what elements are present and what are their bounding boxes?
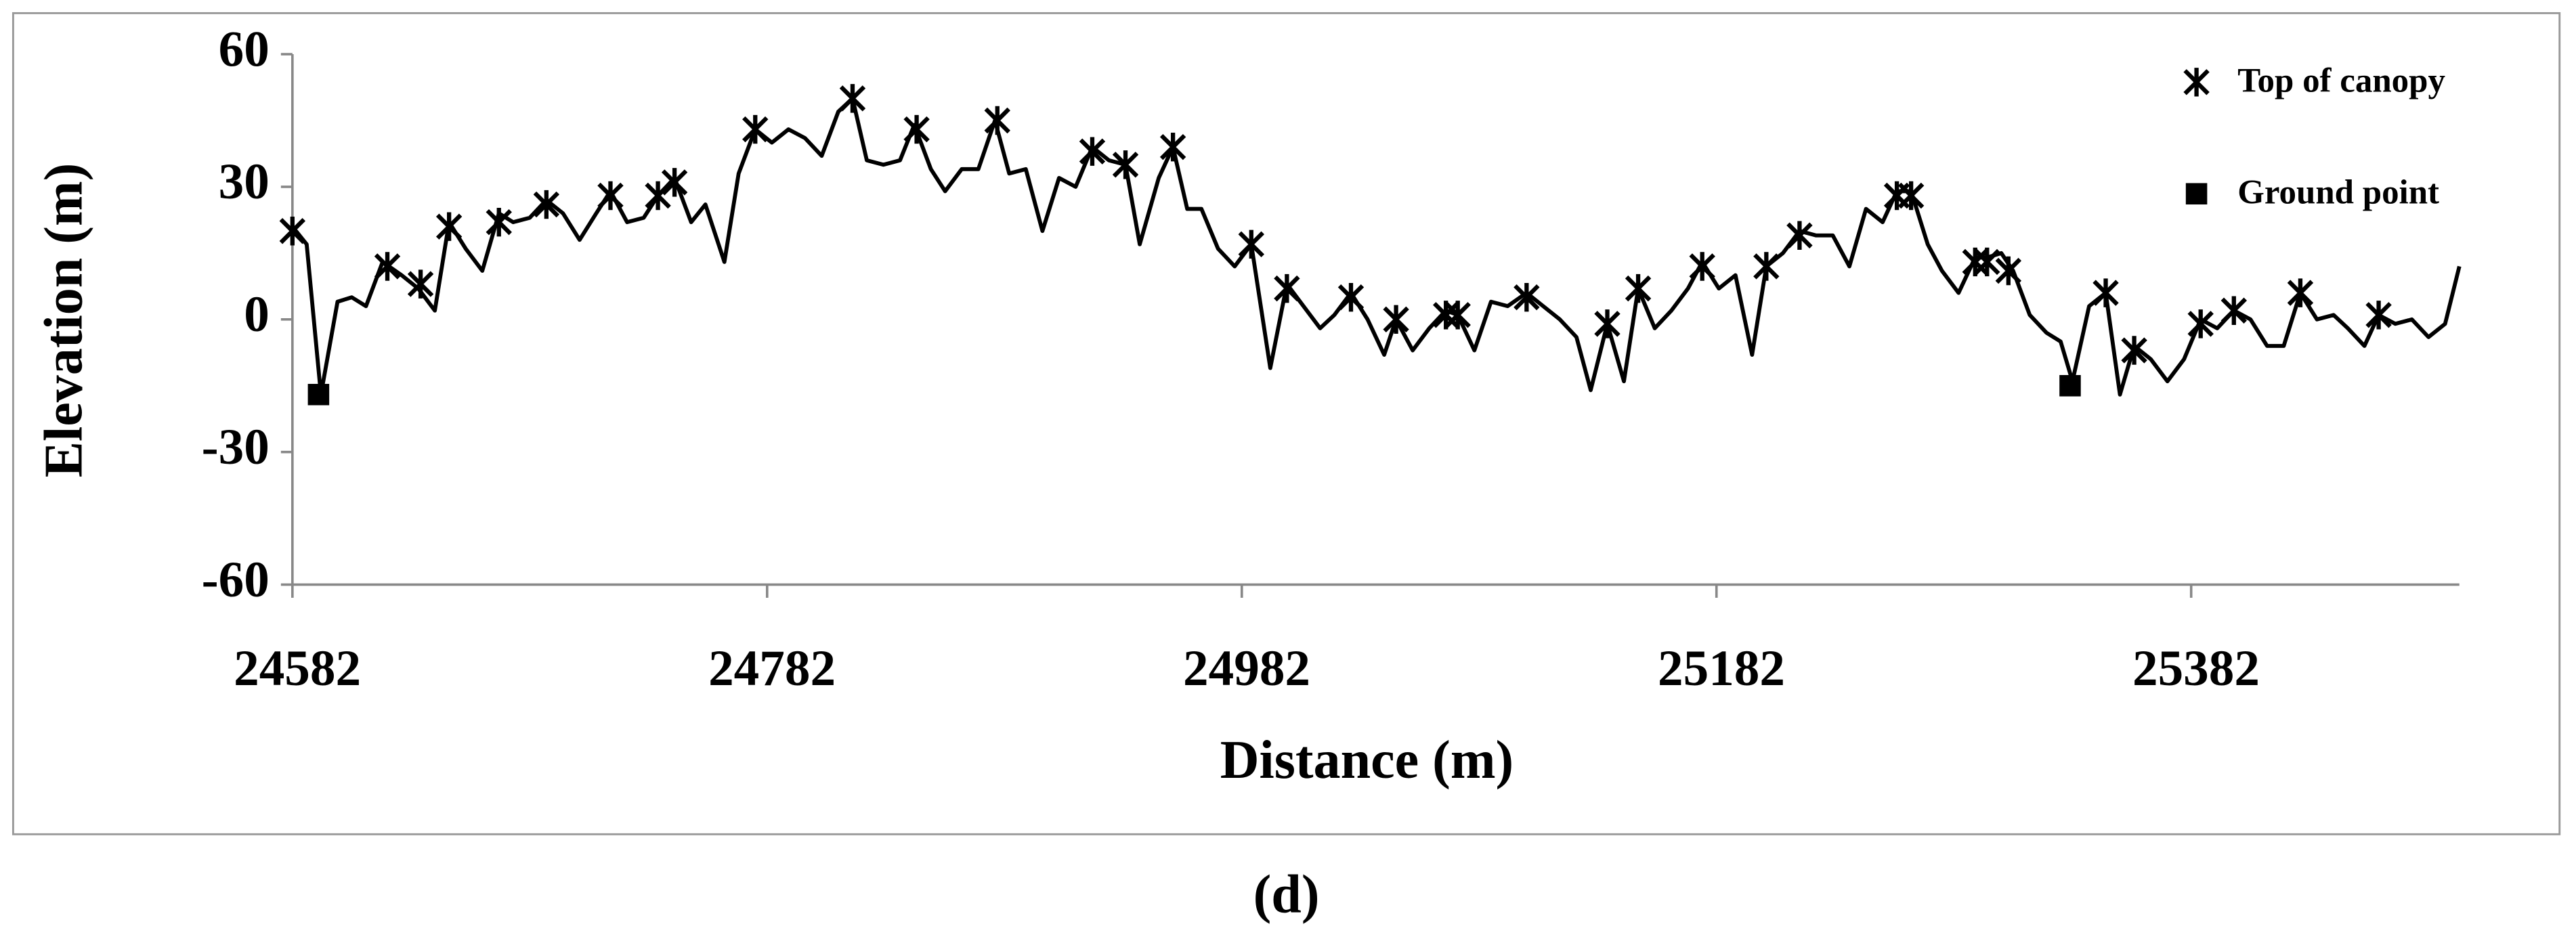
canopy-marker xyxy=(1079,137,1106,166)
canopy-marker xyxy=(1274,273,1300,303)
canopy-marker xyxy=(1897,181,1925,211)
canopy-marker xyxy=(1689,252,1715,281)
x-tick-label: 24582 xyxy=(234,640,361,697)
canopy-marker xyxy=(1444,301,1471,330)
y-tick-label: 30 xyxy=(219,154,270,210)
legend-label: Ground point xyxy=(2237,173,2439,211)
canopy-marker xyxy=(661,168,688,197)
y-tick-label: 60 xyxy=(219,21,270,77)
canopy-marker xyxy=(407,269,434,299)
caption: (d) xyxy=(1253,865,1320,925)
canopy-marker xyxy=(2183,68,2210,97)
y-tick-label: -60 xyxy=(202,552,270,608)
canopy-marker xyxy=(1514,282,1540,312)
canopy-marker xyxy=(1112,150,1139,179)
canopy-marker xyxy=(533,190,560,219)
canopy-marker xyxy=(839,84,866,113)
canopy-marker xyxy=(2220,296,2247,325)
canopy-marker xyxy=(1159,132,1186,162)
canopy-marker xyxy=(2287,278,2314,307)
canopy-marker xyxy=(742,114,769,144)
canopy-marker xyxy=(2365,301,2392,330)
canopy-marker xyxy=(1625,273,1652,303)
canopy-marker xyxy=(1238,229,1265,259)
canopy-marker xyxy=(374,252,401,281)
ground-marker xyxy=(307,384,330,406)
canopy-marker xyxy=(1786,221,1813,250)
canopy-marker xyxy=(645,181,671,211)
ground-marker xyxy=(2059,374,2081,397)
canopy-marker xyxy=(1974,247,2000,277)
canopy-marker xyxy=(435,212,463,241)
canopy-marker xyxy=(2092,278,2119,307)
canopy-marker xyxy=(1995,256,2022,286)
canopy-marker xyxy=(1383,305,1409,334)
canopy-marker xyxy=(597,181,624,211)
y-tick-label: 0 xyxy=(244,286,270,343)
canopy-marker xyxy=(903,114,930,144)
canopy-marker xyxy=(486,207,512,237)
y-axis-title: Elevation (m) xyxy=(34,163,93,478)
canopy-marker xyxy=(1594,309,1620,338)
frame xyxy=(12,12,2561,835)
canopy-marker xyxy=(1883,181,1910,211)
canopy-marker xyxy=(984,106,1010,135)
canopy-marker xyxy=(1753,252,1780,281)
y-tick-label: -30 xyxy=(202,419,270,475)
canopy-marker xyxy=(279,217,306,246)
canopy-marker xyxy=(2187,309,2214,338)
legend-label: Top of canopy xyxy=(2237,62,2445,100)
canopy-marker xyxy=(1337,282,1365,312)
x-axis-title: Distance (m) xyxy=(1220,730,1514,790)
x-tick-label: 25182 xyxy=(1658,640,1785,697)
x-tick-label: 25382 xyxy=(2132,640,2260,697)
x-tick-label: 24982 xyxy=(1183,640,1310,697)
canopy-marker xyxy=(2121,336,2147,365)
ground-marker xyxy=(2185,183,2208,205)
x-tick-label: 24782 xyxy=(708,640,836,697)
